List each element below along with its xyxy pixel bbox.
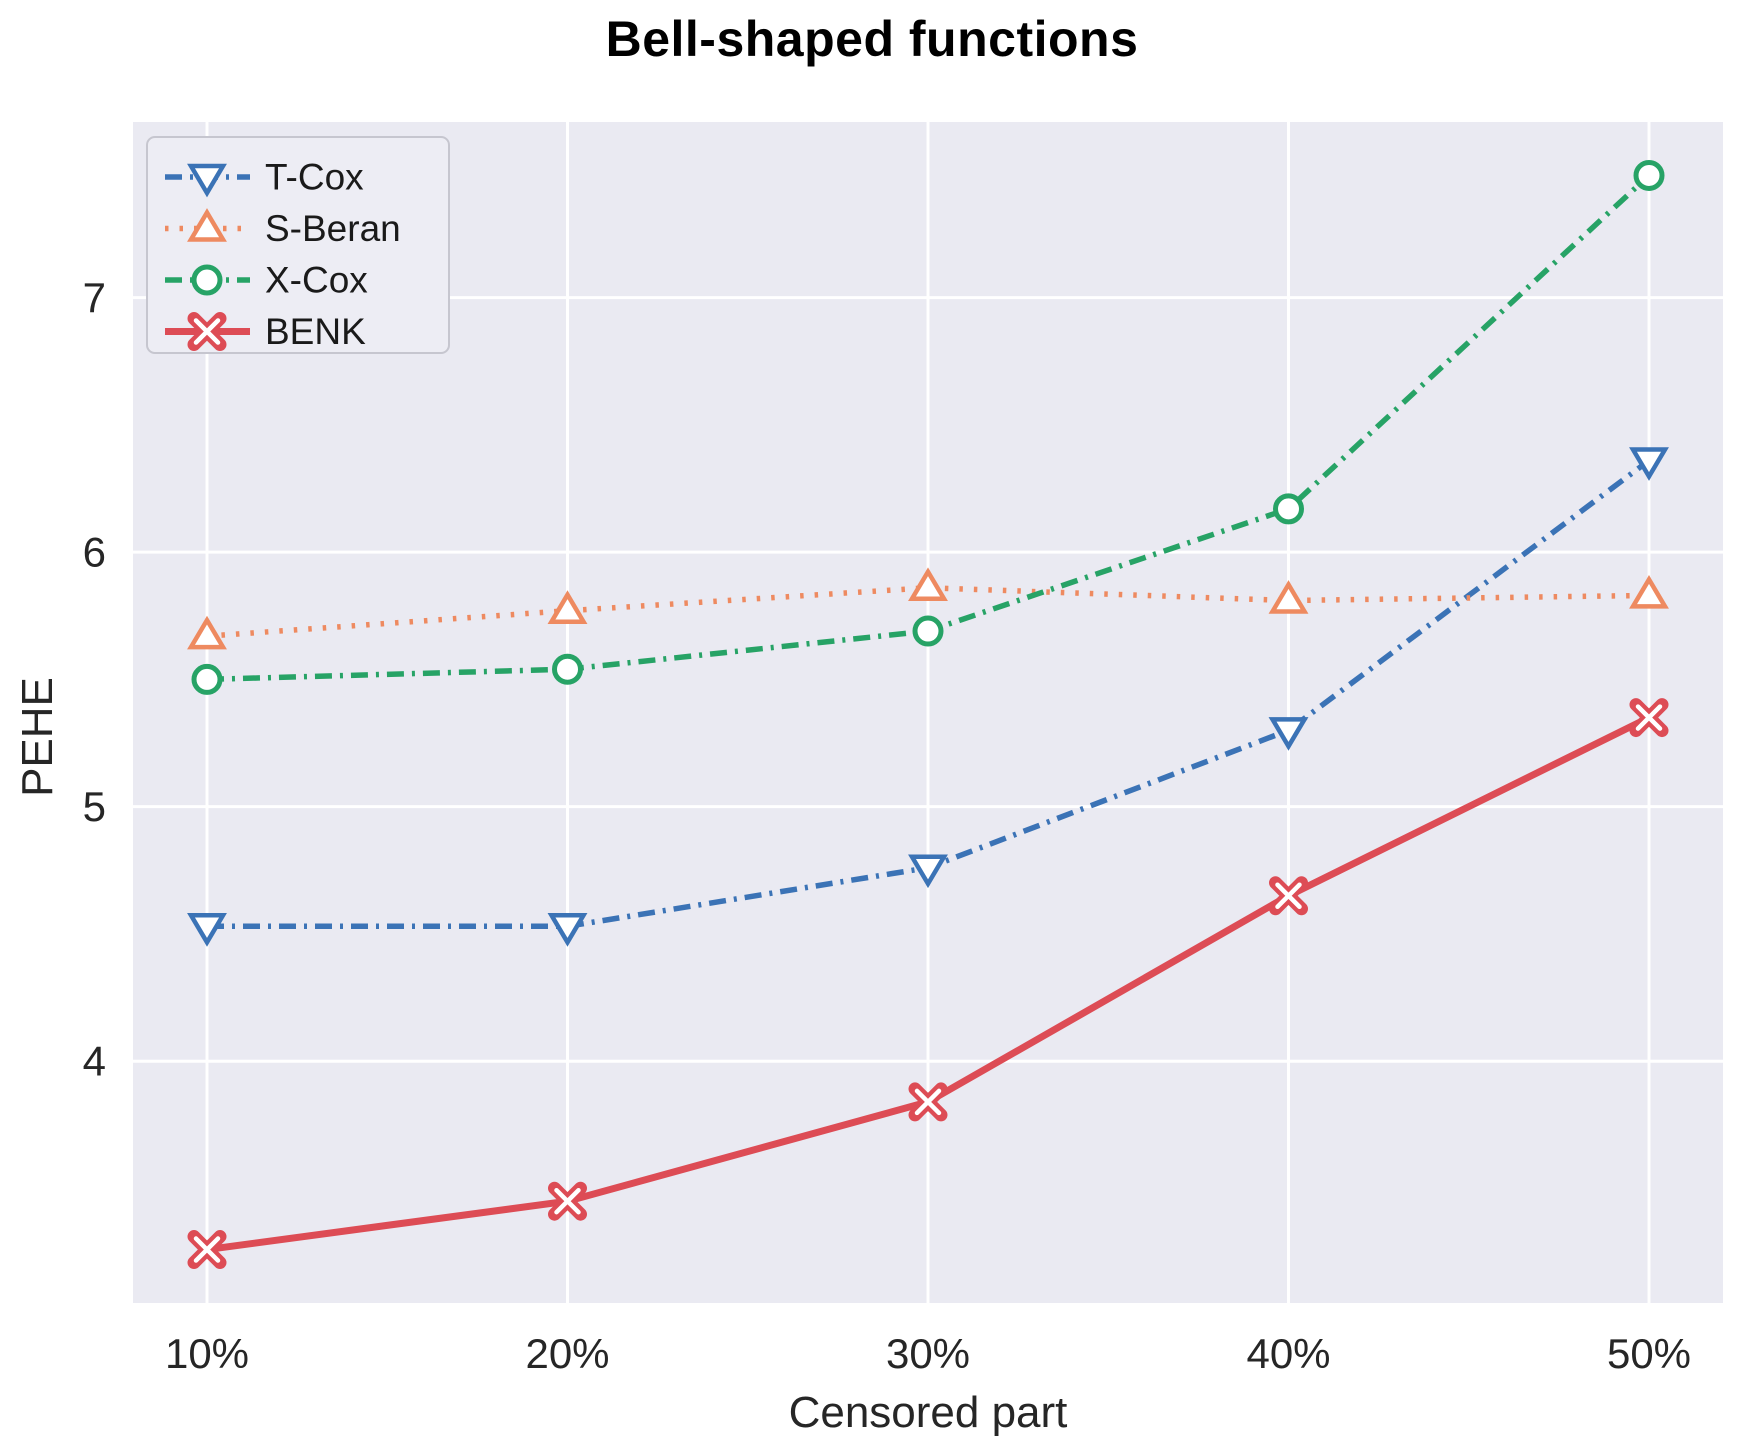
x-axis-label: Censored part	[788, 1388, 1068, 1437]
x-tick-label: 40%	[1246, 1330, 1330, 1377]
data-point-T-Cox	[1629, 447, 1669, 481]
legend-label: T-Cox	[265, 157, 364, 198]
data-point-T-Cox	[908, 854, 948, 889]
legend-marker-triangle-down-icon	[187, 163, 227, 198]
data-point-BENK	[1269, 876, 1308, 916]
y-tick-label: 4	[83, 1038, 106, 1085]
data-point-S-Beran	[1629, 575, 1669, 609]
y-tick-label: 5	[83, 783, 106, 830]
x-tick-label: 10%	[165, 1330, 249, 1377]
legend-label: S-Beran	[265, 208, 401, 249]
legend-box	[146, 136, 450, 354]
data-point-BENK	[908, 1082, 948, 1122]
data-point-X-Cox	[1633, 159, 1665, 191]
data-point-T-Cox	[1268, 717, 1309, 751]
data-point-X-Cox	[912, 615, 944, 647]
y-tick-label: 7	[83, 274, 106, 321]
data-point-S-Beran	[187, 615, 227, 650]
legend-label: BENK	[265, 311, 366, 352]
legend-label: X-Cox	[265, 260, 368, 301]
legend-marker-circle-icon	[191, 264, 223, 296]
data-point-BENK	[548, 1181, 587, 1221]
legend-marker-x-filled-icon	[187, 312, 227, 351]
chart-title: Bell-shaped functions	[605, 11, 1139, 67]
legend-marker-triangle-up-icon	[187, 208, 227, 242]
data-point-BENK	[1629, 698, 1669, 738]
data-point-X-Cox	[191, 663, 223, 695]
data-point-T-Cox	[187, 913, 227, 947]
data-point-X-Cox	[552, 653, 583, 685]
y-axis-label: PEHE	[13, 677, 62, 797]
data-point-T-Cox	[547, 913, 588, 947]
data-point-S-Beran	[1268, 580, 1309, 614]
x-tick-label: 20%	[525, 1330, 609, 1377]
series-line-S-Beran	[206, 585, 1650, 639]
data-point-BENK	[187, 1230, 227, 1270]
x-tick-label: 30%	[886, 1330, 970, 1377]
data-point-X-Cox	[1273, 493, 1304, 525]
y-tick-label: 6	[83, 529, 106, 576]
data-point-S-Beran	[547, 590, 588, 624]
data-point-S-Beran	[908, 567, 948, 602]
x-tick-label: 50%	[1607, 1330, 1691, 1377]
